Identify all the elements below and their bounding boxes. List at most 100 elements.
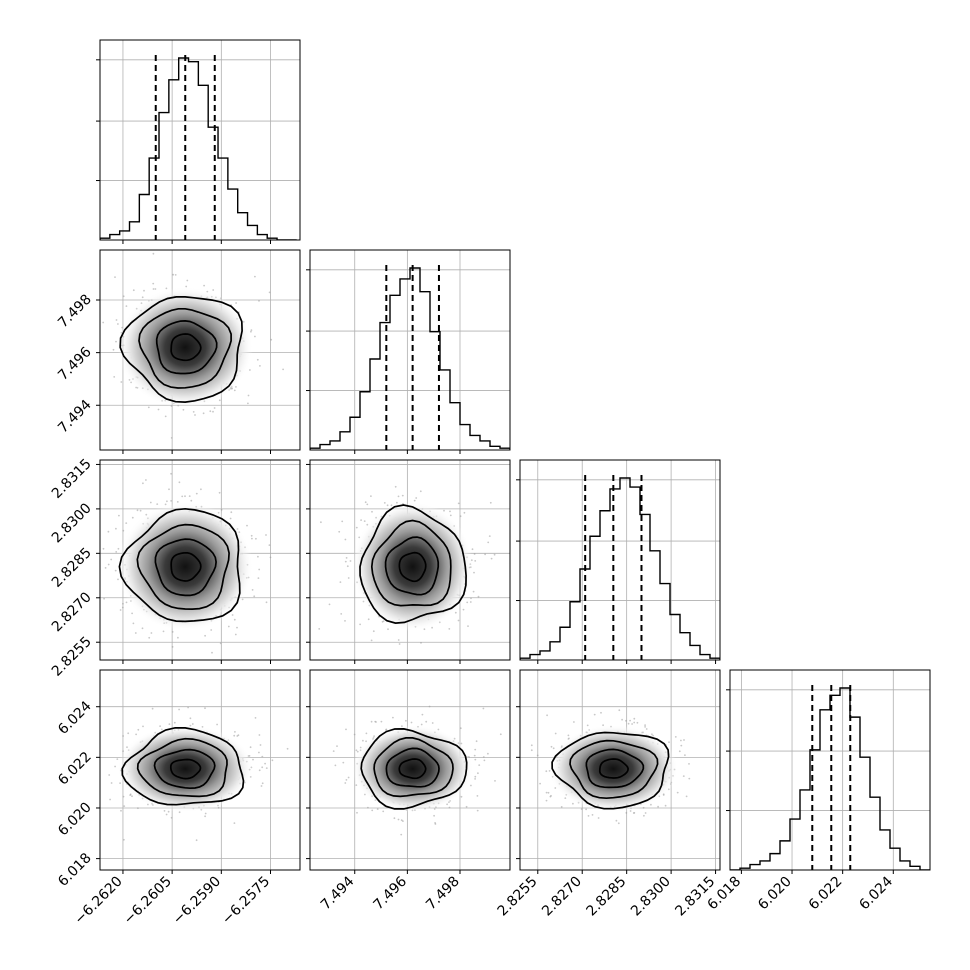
sample-point bbox=[131, 612, 134, 615]
contour-level-1 bbox=[155, 320, 218, 375]
contour-level-3 bbox=[119, 296, 243, 403]
sample-point bbox=[118, 514, 120, 517]
sample-point bbox=[473, 754, 476, 757]
sample-point bbox=[539, 782, 541, 785]
density-shading bbox=[117, 501, 254, 632]
sample-point bbox=[347, 776, 350, 779]
density-shading bbox=[548, 725, 679, 813]
sample-point bbox=[477, 595, 480, 598]
sample-point bbox=[344, 782, 347, 784]
y-tick-label: 7.494 bbox=[55, 397, 95, 437]
sample-point bbox=[618, 709, 621, 712]
sample-point bbox=[355, 526, 358, 529]
sample-point bbox=[591, 814, 594, 816]
sample-point bbox=[164, 415, 167, 418]
sample-point bbox=[338, 530, 341, 533]
sample-point bbox=[91, 577, 93, 579]
sample-point bbox=[178, 708, 181, 711]
sample-point bbox=[172, 273, 175, 276]
sample-point bbox=[122, 795, 125, 798]
contour-level-1 bbox=[585, 748, 645, 789]
contour-level-0 bbox=[398, 758, 427, 780]
sample-point bbox=[258, 734, 261, 736]
sample-point bbox=[125, 601, 128, 604]
sample-point bbox=[473, 553, 476, 555]
hist-panel-3: 6.018 6.020 6.022 6.024 bbox=[705, 669, 931, 913]
sample-point bbox=[320, 521, 322, 524]
sample-point bbox=[572, 802, 574, 805]
sample-point bbox=[554, 732, 557, 735]
contour-level-2 bbox=[373, 737, 454, 798]
sample-point bbox=[250, 534, 253, 537]
sample-point bbox=[125, 305, 128, 307]
sample-point bbox=[688, 763, 690, 765]
sample-point bbox=[420, 642, 422, 644]
sample-point bbox=[112, 348, 115, 351]
sample-point bbox=[484, 553, 486, 556]
sample-point bbox=[615, 819, 618, 822]
sample-point bbox=[460, 795, 463, 798]
sample-point bbox=[259, 744, 262, 746]
sample-point bbox=[339, 581, 342, 583]
sample-point bbox=[398, 643, 401, 645]
sample-point bbox=[386, 504, 389, 507]
sample-point bbox=[625, 719, 627, 722]
contour-level-3 bbox=[360, 728, 468, 810]
y-tick-label: 6.024 bbox=[55, 698, 95, 738]
sample-point bbox=[142, 482, 144, 485]
sample-point bbox=[122, 602, 124, 605]
sample-point bbox=[474, 560, 477, 562]
sample-point bbox=[213, 407, 216, 409]
sample-point bbox=[120, 809, 122, 812]
sample-point bbox=[617, 822, 620, 825]
sample-point bbox=[600, 711, 602, 714]
sample-point bbox=[364, 501, 367, 504]
sample-point bbox=[137, 728, 140, 731]
axes-frame bbox=[519, 459, 721, 661]
axes-frame bbox=[99, 669, 301, 871]
sample-point bbox=[115, 340, 117, 343]
sample-point bbox=[433, 814, 435, 817]
sample-point bbox=[136, 509, 139, 512]
sample-point bbox=[494, 780, 496, 782]
contour-level-0 bbox=[170, 333, 202, 362]
scatter-panel-1-3: 7.494 7.496 7.498 bbox=[306, 669, 511, 913]
sample-point bbox=[360, 519, 362, 521]
y-tick-label: 7.496 bbox=[55, 344, 95, 384]
sample-point bbox=[259, 365, 261, 367]
sample-point bbox=[370, 495, 372, 497]
sample-point bbox=[347, 577, 350, 579]
sample-point bbox=[457, 619, 460, 622]
sample-point bbox=[471, 548, 474, 551]
sample-point bbox=[459, 727, 462, 730]
sample-point bbox=[186, 279, 189, 282]
sample-point bbox=[115, 319, 118, 321]
sample-point bbox=[341, 520, 344, 523]
sample-point bbox=[493, 553, 496, 556]
sample-point bbox=[191, 723, 194, 725]
sample-point bbox=[367, 618, 370, 621]
sample-point bbox=[236, 626, 238, 629]
sample-point bbox=[366, 503, 369, 506]
sample-point bbox=[203, 284, 206, 287]
sample-point bbox=[680, 739, 682, 742]
contour-level-2 bbox=[136, 737, 228, 798]
axes-frame bbox=[99, 249, 301, 451]
sample-point bbox=[233, 389, 236, 392]
sample-point bbox=[95, 353, 97, 355]
sample-point bbox=[265, 601, 268, 604]
sample-point bbox=[168, 488, 170, 491]
sample-point bbox=[550, 745, 553, 748]
sample-point bbox=[633, 721, 636, 724]
sample-point bbox=[103, 597, 105, 600]
sample-point bbox=[168, 723, 171, 725]
sample-point bbox=[204, 707, 206, 710]
sample-point bbox=[148, 636, 151, 639]
sample-point bbox=[231, 614, 234, 616]
sample-point bbox=[470, 597, 472, 600]
sample-point bbox=[552, 747, 555, 750]
x-tick-label: 2.8255 bbox=[495, 874, 541, 920]
sample-point bbox=[233, 822, 236, 824]
sample-point bbox=[204, 815, 207, 818]
